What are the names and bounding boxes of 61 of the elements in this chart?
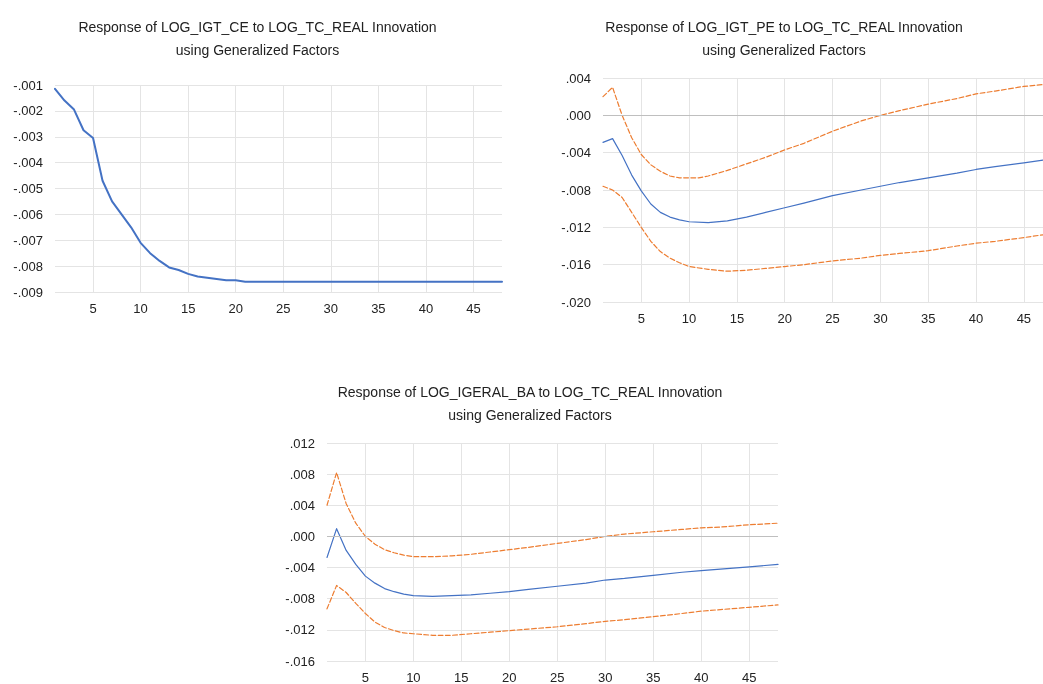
y-tick-label: -.005: [13, 181, 43, 196]
y-tick-label: .004: [565, 70, 591, 86]
x-tick-label: 30: [598, 670, 613, 684]
chart-title: Response of LOG_IGT_CE to LOG_TC_REAL Innovation using Generalized Factors: [78, 18, 437, 58]
line-series: [54, 87, 503, 283]
y-tick-label: -.004: [13, 155, 43, 171]
y-tick-label: -.016: [285, 653, 315, 669]
x-tick-label: 40: [968, 311, 984, 326]
y-tick-label: .000: [289, 528, 315, 544]
x-tick-label: 45: [741, 670, 757, 684]
line-series: [602, 83, 1043, 179]
y-tick-label: -.009: [13, 284, 43, 300]
y-tick-label: .012: [289, 435, 315, 451]
y-tick-label: .004: [289, 497, 315, 513]
line-series: [326, 471, 779, 558]
x-tick-label: 20: [228, 301, 243, 316]
y-tick-label: -.012: [285, 622, 315, 638]
y-tick-label: -.001: [13, 77, 43, 93]
x-tick-label: 5: [637, 311, 645, 326]
y-tick-label: -.008: [285, 591, 315, 607]
x-tick-label: 35: [371, 301, 386, 316]
x-tick-label: 20: [502, 670, 517, 684]
x-tick-label: 15: [454, 670, 469, 684]
x-tick-label: 20: [777, 311, 792, 326]
x-tick-label: 15: [180, 301, 196, 316]
x-tick-label: 40: [694, 670, 709, 684]
chart-title: Response of LOG_IGERAL_BA to LOG_TC_REAL Innovation using Generalized Factors: [337, 383, 723, 423]
x-tick-label: 25: [550, 670, 565, 684]
x-tick-label: 40: [418, 301, 434, 316]
line-series: [602, 138, 1043, 224]
y-tick-label: .008: [289, 466, 315, 482]
line-series: [326, 528, 779, 597]
x-tick-label: 5: [89, 301, 97, 316]
y-tick-label: -.004: [285, 560, 315, 576]
y-tick-label: -.008: [13, 258, 43, 274]
y-tick-label: -.012: [561, 219, 591, 235]
y-tick-label: -.020: [561, 294, 591, 310]
y-tick-label: -.008: [561, 182, 591, 198]
line-series: [326, 584, 779, 636]
y-tick-label: -.004: [561, 145, 591, 161]
y-tick-label: -.007: [13, 232, 43, 248]
x-tick-label: 10: [133, 301, 148, 316]
y-tick-label: -.002: [13, 103, 43, 119]
x-tick-label: 30: [873, 311, 888, 326]
x-tick-label: 15: [729, 311, 745, 326]
x-tick-label: 35: [646, 670, 661, 684]
x-tick-label: 45: [1016, 311, 1032, 326]
x-tick-label: 5: [361, 670, 369, 684]
y-tick-label: -.003: [13, 129, 43, 145]
y-tick-label: -.016: [561, 257, 591, 273]
y-tick-label: .000: [565, 107, 591, 123]
chart-title: Response of LOG_IGT_PE to LOG_TC_REAL Innovation using Generalized Factors: [605, 18, 963, 58]
y-tick-label: -.006: [13, 206, 43, 222]
x-tick-label: 35: [920, 311, 936, 326]
x-tick-label: 45: [466, 301, 481, 316]
x-tick-label: 10: [406, 670, 421, 684]
line-series: [602, 185, 1043, 272]
x-tick-label: 25: [825, 311, 840, 326]
x-tick-label: 30: [323, 301, 339, 316]
x-tick-label: 10: [681, 311, 697, 326]
x-tick-label: 25: [276, 301, 291, 316]
